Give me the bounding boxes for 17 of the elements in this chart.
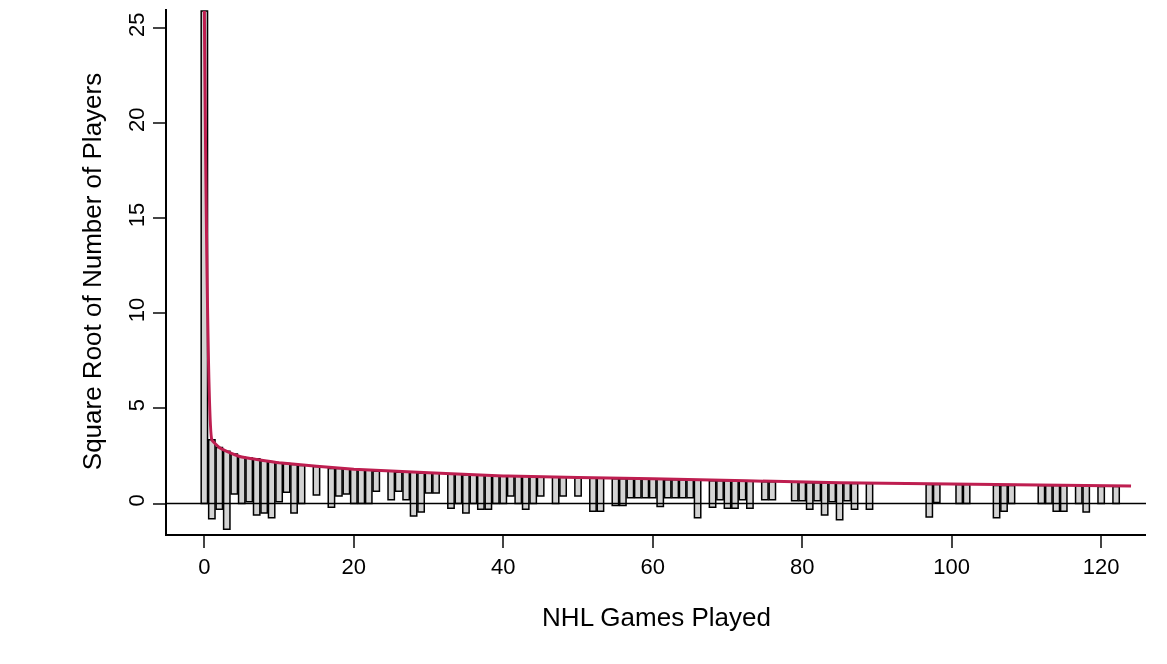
- y-tick-label: 0: [124, 494, 150, 507]
- x-tick-label: 60: [640, 554, 665, 580]
- line-series: [202, 9, 1133, 488]
- x-tick-label: 120: [1082, 554, 1120, 580]
- x-axis-title: NHL Games Played: [542, 602, 771, 633]
- y-axis-title: Square Root of Number of Players: [77, 72, 108, 471]
- y-tick-label: 15: [124, 202, 150, 228]
- x-tick-label: 0: [198, 554, 211, 580]
- x-tick-label: 40: [491, 554, 516, 580]
- y-tick-label: 5: [124, 399, 150, 412]
- bar: [574, 477, 582, 497]
- y-tick-label: 10: [124, 297, 150, 323]
- x-tick-label: 20: [341, 554, 367, 580]
- x-tick-label: 80: [789, 554, 815, 580]
- y-tick-label: 25: [124, 12, 150, 37]
- y-tick-label: 20: [124, 107, 150, 133]
- x-tick-label: 100: [933, 554, 971, 580]
